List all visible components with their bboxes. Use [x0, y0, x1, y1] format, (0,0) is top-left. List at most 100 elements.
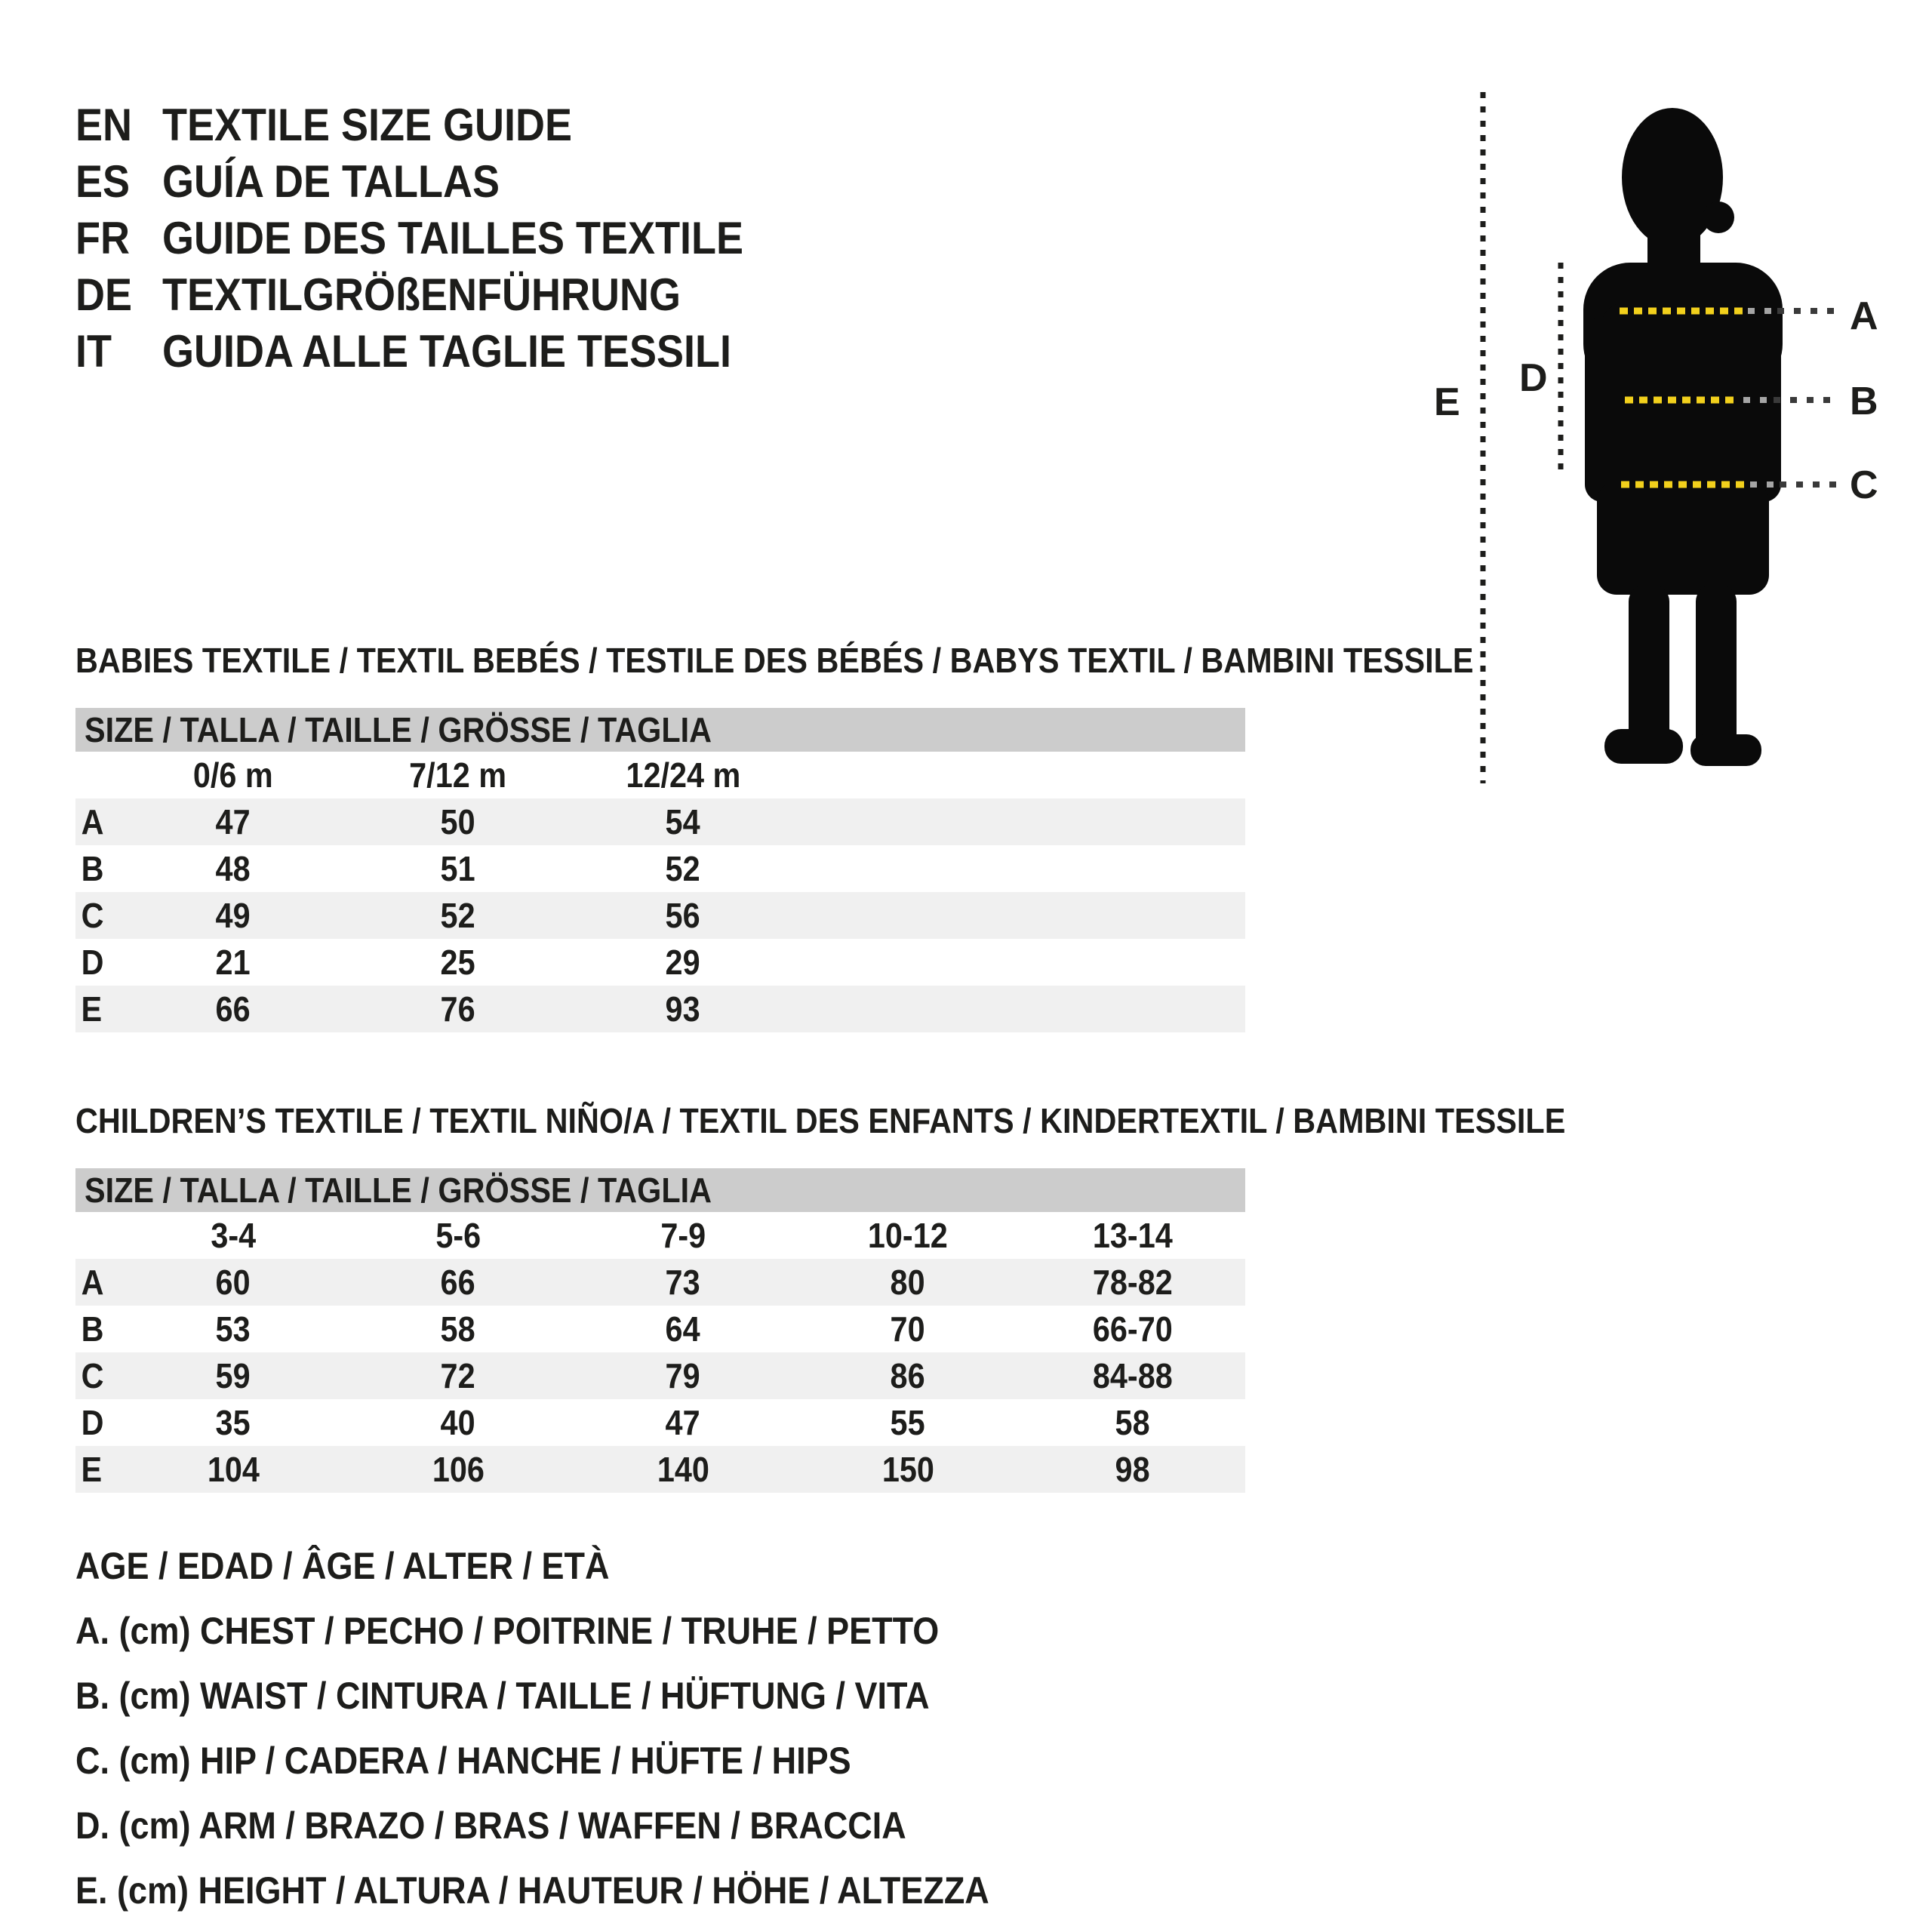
row-letter: A	[81, 1263, 104, 1302]
measure-row-D: D 21 25 29	[75, 939, 1245, 986]
size-value: 150	[881, 1450, 934, 1489]
lang-title: TEXTILGRÖßENFÜHRUNG	[162, 269, 681, 320]
size-column-header: 12/24 m	[626, 755, 740, 795]
size-value: 80	[890, 1263, 926, 1302]
lang-row-en: EN TEXTILE SIZE GUIDE	[75, 97, 808, 153]
size-value: 51	[440, 849, 476, 888]
size-value: 106	[432, 1450, 485, 1489]
lang-row-de: DE TEXTILGRÖßENFÜHRUNG	[75, 266, 808, 323]
size-value: 73	[665, 1263, 701, 1302]
children-section-title: CHILDREN’S TEXTILE / TEXTIL NIÑO/A / TEX…	[75, 1101, 1566, 1140]
lang-code: EN	[75, 100, 133, 150]
size-value: 47	[665, 1403, 701, 1442]
babies-section-title: BABIES TEXTILE / TEXTIL BEBÉS / TESTILE …	[75, 641, 1474, 680]
children-size-header-bar: SIZE / TALLA / TAILLE / GRÖSSE / TAGLIA	[75, 1168, 1245, 1212]
measure-row-B: B 53 58 64 70 66-70	[75, 1306, 1245, 1352]
babies-size-header-bar: SIZE / TALLA / TAILLE / GRÖSSE / TAGLIA	[75, 708, 1245, 752]
label-height-e: E	[1434, 380, 1460, 424]
label-waist-b: B	[1850, 380, 1878, 423]
label-hip-c: C	[1850, 463, 1878, 507]
lang-row-fr: FR GUIDE DES TAILLES TEXTILE	[75, 210, 808, 266]
row-letter: E	[81, 989, 103, 1029]
size-value: 76	[440, 989, 476, 1029]
size-column-header: 10-12	[868, 1216, 948, 1255]
row-letter: D	[81, 1403, 104, 1442]
legend-chest: A. (cm) CHEST / PECHO / POITRINE / TRUHE…	[75, 1610, 940, 1652]
lang-title: GUIDE DES TAILLES TEXTILE	[162, 213, 744, 263]
size-value: 56	[665, 896, 701, 935]
size-column-header: 3-4	[211, 1216, 256, 1255]
row-letter: D	[81, 943, 104, 982]
size-value: 60	[215, 1263, 251, 1302]
child-silhouette	[1583, 108, 1783, 766]
size-column-header: 7-9	[660, 1216, 706, 1255]
measure-row-C: C 59 72 79 86 84-88	[75, 1352, 1245, 1399]
row-letter: C	[81, 896, 104, 935]
column-header-row: 0/6 m 7/12 m 12/24 m	[75, 752, 1245, 798]
size-value: 64	[665, 1309, 701, 1349]
ear-bump	[1703, 202, 1734, 233]
children-table: SIZE / TALLA / TAILLE / GRÖSSE / TAGLIA …	[75, 1168, 1245, 1493]
row-letter: B	[81, 1309, 104, 1349]
children-size-grid: 3-4 5-6 7-9 10-12 13-14 A 60 66 73 80 78-82 B 53 58 64…	[75, 1212, 1245, 1493]
size-value: 98	[1115, 1450, 1151, 1489]
lang-title: TEXTILE SIZE GUIDE	[162, 100, 573, 150]
measure-row-B: B 48 51 52	[75, 845, 1245, 892]
size-value: 25	[440, 943, 476, 982]
legend-arm: D. (cm) ARM / BRAZO / BRAS / WAFFEN / BR…	[75, 1804, 906, 1847]
size-value: 50	[440, 802, 476, 841]
size-value: 21	[215, 943, 251, 982]
legend-height: E. (cm) HEIGHT / ALTURA / HAUTEUR / HÖHE…	[75, 1869, 989, 1912]
row-letter: A	[81, 802, 104, 841]
size-value: 40	[440, 1403, 476, 1442]
measure-row-E: E 104 106 140 150 98	[75, 1446, 1245, 1493]
size-value: 66-70	[1093, 1309, 1173, 1349]
measure-row-D: D 35 40 47 55 58	[75, 1399, 1245, 1446]
lang-title: GUIDA ALLE TAGLIE TESSILI	[162, 326, 732, 377]
size-value: 78-82	[1093, 1263, 1173, 1302]
column-header-row: 3-4 5-6 7-9 10-12 13-14	[75, 1212, 1245, 1259]
row-letter: C	[81, 1356, 104, 1395]
lang-row-it: IT GUIDA ALLE TAGLIE TESSILI	[75, 323, 808, 380]
size-value: 72	[440, 1356, 476, 1395]
babies-table: SIZE / TALLA / TAILLE / GRÖSSE / TAGLIA …	[75, 708, 1245, 1032]
size-value: 104	[207, 1450, 260, 1489]
measure-row-A: A 60 66 73 80 78-82	[75, 1259, 1245, 1306]
size-value: 54	[665, 802, 701, 841]
size-value: 66	[440, 1263, 476, 1302]
lang-code: FR	[75, 213, 130, 263]
size-value: 52	[440, 896, 476, 935]
size-value: 58	[440, 1309, 476, 1349]
language-title-list: EN TEXTILE SIZE GUIDE ES GUÍA DE TALLAS …	[75, 97, 808, 380]
child-silhouette-figure: A B C D E	[1434, 92, 1878, 783]
legend-age: AGE / EDAD / ÂGE / ALTER / ETÀ	[75, 1545, 610, 1587]
lang-row-es: ES GUÍA DE TALLAS	[75, 153, 808, 210]
size-value: 84-88	[1093, 1356, 1173, 1395]
size-value: 79	[665, 1356, 701, 1395]
measure-row-E: E 66 76 93	[75, 986, 1245, 1032]
row-letter: B	[81, 849, 104, 888]
size-value: 55	[890, 1403, 926, 1442]
size-value: 59	[215, 1356, 251, 1395]
lang-code: DE	[75, 269, 133, 320]
measure-row-C: C 49 52 56	[75, 892, 1245, 939]
size-column-header: 7/12 m	[409, 755, 507, 795]
measurement-legend: AGE / EDAD / ÂGE / ALTER / ETÀ A. (cm) C…	[75, 1534, 1091, 1923]
size-column-header: 13-14	[1093, 1216, 1173, 1255]
size-value: 52	[665, 849, 701, 888]
size-value: 49	[215, 896, 251, 935]
size-value: 35	[215, 1403, 251, 1442]
size-value: 47	[215, 802, 251, 841]
size-value: 70	[890, 1309, 926, 1349]
legend-hip: C. (cm) HIP / CADERA / HANCHE / HÜFTE / …	[75, 1740, 851, 1782]
size-value: 66	[215, 989, 251, 1029]
size-value: 48	[215, 849, 251, 888]
size-value: 93	[665, 989, 701, 1029]
measure-row-A: A 47 50 54	[75, 798, 1245, 845]
size-column-header: 0/6 m	[193, 755, 273, 795]
label-chest-a: A	[1850, 294, 1878, 338]
lang-code: ES	[75, 156, 131, 207]
babies-size-grid: 0/6 m 7/12 m 12/24 m A 47 50 54 B 48 51 52 C 49 52 56 D…	[75, 752, 1245, 1032]
row-letter: E	[81, 1450, 103, 1489]
